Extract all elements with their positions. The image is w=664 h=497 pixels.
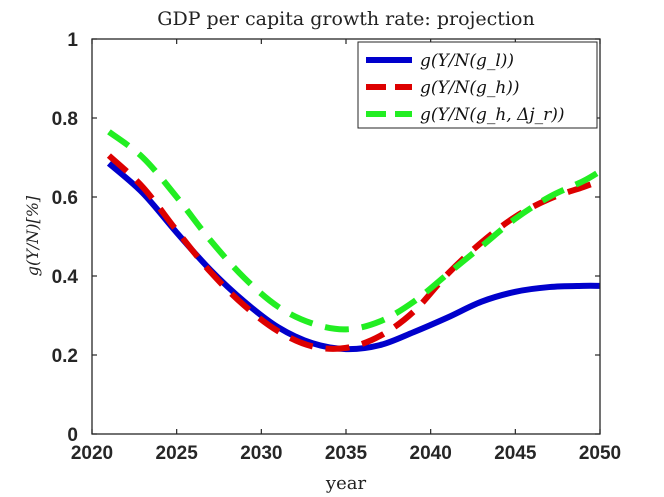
legend-label-1: g(Y/N(g_l)) (420, 51, 514, 71)
legend-label-3: g(Y/N(g_h, Δj_r)) (420, 105, 565, 125)
ticks-layer: 2020 2025 2030 2035 2040 2045 2050 0 0.2 0.4 0.6 0.… (52, 30, 622, 464)
y-axis-label: g(Y/N)[%] (23, 195, 42, 276)
x-tick-label: 2045 (494, 443, 537, 464)
x-axis-label: year (325, 473, 367, 494)
x-tick-label: 2025 (156, 443, 199, 464)
chart-title: GDP per capita growth rate: projection (157, 8, 534, 30)
x-tick-label: 2030 (240, 443, 282, 464)
y-tick-label: 0.4 (52, 267, 79, 288)
x-tick-label: 2040 (410, 443, 452, 464)
legend: g(Y/N(g_l)) g(Y/N(g_h)) g(Y/N(g_h, Δj_r)) (357, 41, 598, 129)
legend-label-2: g(Y/N(g_h)) (420, 78, 520, 98)
series-layer (106, 129, 602, 353)
y-tick-label: 0 (67, 425, 78, 446)
y-tick-label: 0.8 (52, 109, 78, 130)
y-tick-label: 0.2 (52, 346, 78, 367)
x-tick-label: 2050 (579, 443, 621, 464)
y-tick-label: 0.6 (52, 188, 78, 209)
x-tick-label: 2020 (71, 443, 113, 464)
series-line-3 (107, 129, 602, 333)
y-tick-label: 1 (67, 30, 78, 51)
series-line-2 (106, 153, 601, 352)
x-tick-label: 2035 (325, 443, 368, 464)
